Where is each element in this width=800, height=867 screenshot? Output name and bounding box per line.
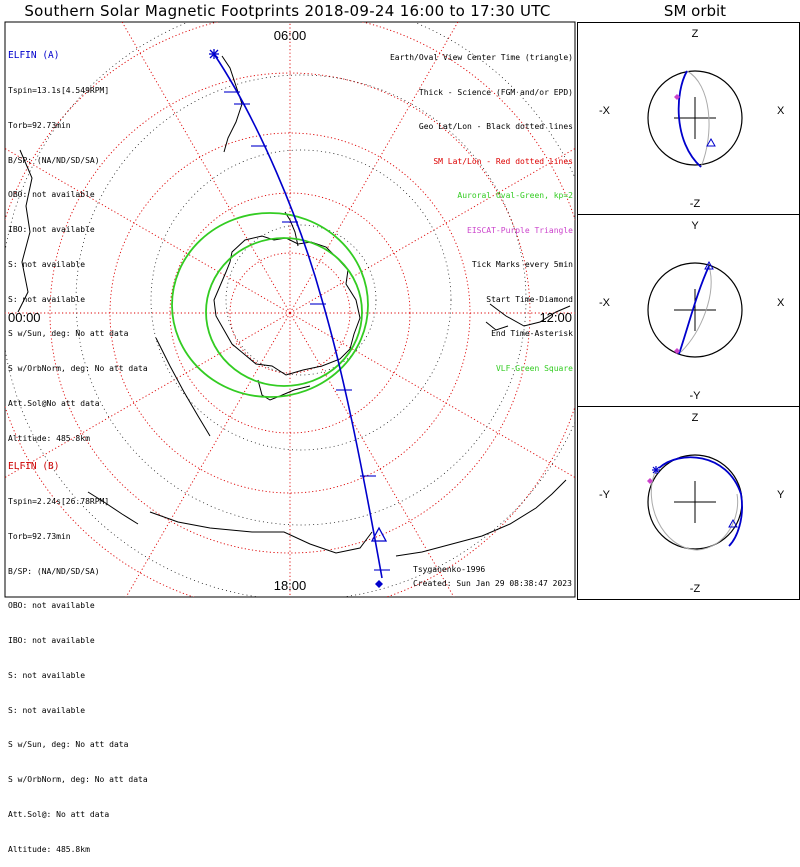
mlt-label-right: 12:00 [539,310,572,325]
sm-xz-plot: Z -Z -X X [577,22,800,215]
sm-xy-start-diamond [674,348,680,354]
sm-xy-plot: Y -Y -X X [577,214,800,407]
elfin-b-orbnorm: S w/OrbNorm, deg: No att data [8,775,148,785]
sm-xz-left-label: -X [599,105,611,117]
legend: Earth/Oval View Center Time (triangle) T… [390,29,573,386]
elfin-a-bsp: B/SP: (NA/ND/SD/SA) [8,155,100,165]
sm-xz-bottom-label: -Z [690,198,701,210]
elfin-a-ibo: IBO: not available [8,225,95,235]
elfin-a-s2: S: not available [8,294,86,304]
elfin-b-sun: S w/Sun, deg: No att data [8,740,129,750]
elfin-b-bsp: B/SP: (NA/ND/SD/SA) [8,566,100,576]
mlt-label-bottom: 18:00 [274,578,307,593]
elfin-a-start-diamond [375,580,383,588]
elfin-a-center-triangle [370,526,388,542]
sm-xy-right-label: X [777,297,785,309]
sm-yz-start-diamond [647,478,653,484]
legend-auroral-oval: Auroral Oval-Green, kp=2 [457,191,573,200]
mlt-label-left: 00:00 [8,310,41,325]
created-timestamp: Created: Sun Jan 29 08:38:47 2023 [413,579,572,588]
sm-panel-yz: Z -Z -Y Y [577,406,800,600]
elfin-b-torb: Torb=92.73min [8,531,71,541]
sm-yz-triangle [728,518,738,528]
sm-panel-xz: Z -Z -X X [577,22,800,215]
sm-xz-orbit-shadow [686,70,710,168]
sm-xz-top-label: Z [692,28,699,40]
elfin-b-name: ELFIN (B) [8,461,60,473]
sm-xy-left-label: -X [599,297,611,309]
elfin-a-ticks [224,91,390,571]
sm-yz-left-label: -Y [599,489,611,501]
sm-xy-orbit-shadow [680,265,712,353]
elfin-a-torb: Torb=92.73min [8,120,71,130]
sm-xy-earth [647,262,743,358]
elfin-a-track [213,53,383,579]
sm-yz-top-label: Z [692,412,699,424]
legend-eiscat: EISCAT-Purple Triangle [467,225,573,235]
elfin-b-tspin: Tspin=2.24s[26.78RPM] [8,496,110,506]
legend-vlf: VLF-Green Square [495,363,573,373]
sm-panel-xy: Y -Y -X X [577,214,800,407]
page-title: Southern Solar Magnetic Footprints 2018-… [24,2,551,20]
elfin-a-attsol: Att.Sol@No att data [8,399,100,408]
legend-sm-grid: SM Lat/Lon - Red dotted lines [433,156,573,166]
sm-yz-frame [577,406,800,600]
sm-xz-start-diamond [674,94,680,100]
mlt-label-top: 06:00 [274,28,307,43]
sm-xy-bottom-label: -Y [690,390,702,402]
elfin-a-info: ELFIN (A) Tspin=13.1s[4.549RPM] Torb=92.… [8,27,148,456]
elfin-b-altitude: Altitude: 485.8km [8,844,90,854]
legend-start: Start Time-Diamond [486,294,573,304]
footprint-map: 06:00 00:00 12:00 18:00 [4,21,576,598]
auroral-oval [171,212,369,398]
sm-yz-end-asterisk [652,466,660,474]
sm-yz-plot: Z -Z -Y Y [577,406,800,600]
sm-yz-orbit [658,456,743,547]
sm-xy-orbit [678,265,710,355]
legend-ticks: Tick Marks every 5min [471,260,573,269]
elfin-a-obo: OBO: not available [8,190,95,200]
sm-orbit-title: SM orbit [663,2,727,20]
sm-xz-earth [647,70,743,166]
sm-xz-right-label: X [777,105,785,117]
sm-xz-orbit [677,70,702,168]
elfin-b-ibo: IBO: not available [8,636,95,646]
model-label: Tsyganenko-1996 [413,565,486,574]
elfin-a-orbnorm: S w/OrbNorm, deg: No att data [8,364,148,374]
elfin-a-sun: S w/Sun, deg: No att data [8,329,129,339]
elfin-a-s1: S: not available [8,259,86,269]
elfin-b-info: ELFIN (B) Tspin=2.24s[26.78RPM] Torb=92.… [8,438,148,867]
elfin-a-end-asterisk [209,49,219,59]
sm-yz-orbit-shadow [650,471,739,551]
sm-xy-triangle [704,260,714,270]
legend-end: End Time-Asterisk [491,329,573,338]
elfin-a-altitude: Altitude: 485.8km [8,433,90,443]
elfin-a-name: ELFIN (A) [8,50,60,62]
legend-geo-grid: Geo Lat/Lon - Black dotted lines [418,122,573,131]
map-frame [4,21,576,598]
legend-science: Thick - Science (FGM and/or EPD) [418,87,573,97]
elfin-b-s2: S: not available [8,705,86,715]
sm-xz-triangle [706,137,716,147]
elfin-b-attsol: Att.Sol@: No att data [8,810,110,819]
geo-grid [5,22,575,597]
sm-xy-top-label: Y [691,220,699,232]
sm-grid [5,22,575,597]
elfin-b-obo: OBO: not available [8,601,95,611]
elfin-a-tspin: Tspin=13.1s[4.549RPM] [8,85,110,95]
sm-yz-right-label: Y [777,489,785,501]
legend-view-center: Earth/Oval View Center Time (triangle) [389,53,573,62]
elfin-b-s1: S: not available [8,670,86,680]
sm-yz-bottom-label: -Z [690,583,701,595]
